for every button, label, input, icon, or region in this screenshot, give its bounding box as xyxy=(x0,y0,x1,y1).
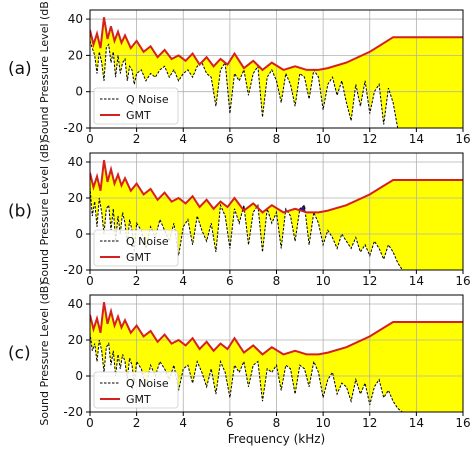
y-tick-label: 20 xyxy=(68,333,83,347)
y-tick-label: 20 xyxy=(68,48,83,62)
x-tick-label: 2 xyxy=(133,274,141,288)
legend-label-q-noise: Q Noise xyxy=(126,93,169,106)
x-tick-label: 8 xyxy=(273,274,281,288)
x-tick-label: 16 xyxy=(455,274,470,288)
y-tick-label: -20 xyxy=(63,121,83,135)
x-tick-label: 4 xyxy=(179,132,187,146)
series-gmt xyxy=(90,17,463,72)
x-axis-label: Frequency (kHz) xyxy=(228,432,325,446)
legend-label-gmt: GMT xyxy=(126,251,151,264)
x-tick-label: 16 xyxy=(455,132,470,146)
x-tick-label: 0 xyxy=(86,274,94,288)
legend-label-q-noise: Q Noise xyxy=(126,235,169,248)
y-tick-label: 20 xyxy=(68,191,83,205)
legend-label-gmt: GMT xyxy=(126,393,151,406)
x-tick-label: 10 xyxy=(315,416,330,430)
x-tick-label: 6 xyxy=(226,274,234,288)
y-tick-label: 40 xyxy=(68,155,83,169)
y-tick-label: -20 xyxy=(63,405,83,419)
panel-label: (a) xyxy=(8,59,32,79)
x-tick-label: 12 xyxy=(362,274,377,288)
x-tick-label: 6 xyxy=(226,416,234,430)
x-tick-label: 2 xyxy=(133,416,141,430)
y-axis-label: Sound Pressure Level (dB) xyxy=(38,139,51,283)
x-tick-label: 2 xyxy=(133,132,141,146)
x-tick-label: 4 xyxy=(179,274,187,288)
x-tick-label: 10 xyxy=(315,132,330,146)
x-tick-label: 0 xyxy=(86,132,94,146)
series-gmt xyxy=(90,302,463,356)
x-tick-label: 4 xyxy=(179,416,187,430)
x-tick-label: 6 xyxy=(226,132,234,146)
x-tick-label: 14 xyxy=(409,132,424,146)
y-tick-label: 0 xyxy=(75,369,83,383)
series-q-noise xyxy=(90,187,403,270)
x-tick-label: 0 xyxy=(86,416,94,430)
x-tick-label: 8 xyxy=(273,132,281,146)
series-gmt xyxy=(90,160,463,214)
series-q-noise xyxy=(90,332,403,412)
panel-label: (b) xyxy=(8,202,32,222)
x-tick-label: 8 xyxy=(273,416,281,430)
x-tick-label: 14 xyxy=(409,416,424,430)
x-tick-label: 12 xyxy=(362,132,377,146)
x-tick-label: 14 xyxy=(409,274,424,288)
series-q-noise xyxy=(90,40,399,128)
y-tick-label: -20 xyxy=(63,263,83,277)
y-tick-label: 0 xyxy=(75,85,83,99)
legend-label-q-noise: Q Noise xyxy=(126,377,169,390)
x-tick-label: 16 xyxy=(455,416,470,430)
y-tick-label: 0 xyxy=(75,227,83,241)
panel-label: (c) xyxy=(8,344,31,364)
y-tick-label: 40 xyxy=(68,297,83,311)
y-tick-label: 40 xyxy=(68,12,83,26)
x-tick-label: 10 xyxy=(315,274,330,288)
legend-label-gmt: GMT xyxy=(126,109,151,122)
x-tick-label: 12 xyxy=(362,416,377,430)
y-axis-label: Sound Pressure Level (dB) xyxy=(38,0,51,141)
y-axis-label: Sound Pressure Level (dB) xyxy=(38,281,51,425)
